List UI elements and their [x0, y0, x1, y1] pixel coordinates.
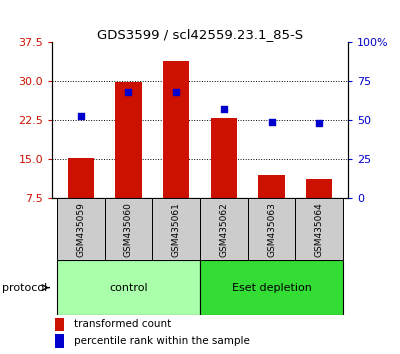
Point [125, 90, 132, 95]
Point [221, 107, 227, 112]
Bar [211, 118, 237, 198]
Text: transformed count: transformed count [74, 319, 172, 329]
Point [316, 121, 322, 126]
Text: GSM435062: GSM435062 [219, 202, 228, 257]
Bar [68, 158, 94, 198]
Title: GDS3599 / scl42559.23.1_85-S: GDS3599 / scl42559.23.1_85-S [97, 28, 303, 41]
Text: GSM435064: GSM435064 [315, 202, 324, 257]
Bar [55, 318, 64, 331]
Bar [306, 179, 332, 198]
Bar [104, 198, 152, 260]
Bar [55, 334, 64, 348]
Text: GSM435059: GSM435059 [76, 202, 85, 257]
Point [78, 113, 84, 119]
Text: protocol: protocol [2, 282, 47, 293]
Point [268, 119, 275, 125]
Bar [200, 260, 343, 315]
Bar [200, 198, 248, 260]
Bar [57, 198, 104, 260]
Bar [296, 198, 343, 260]
Text: Eset depletion: Eset depletion [232, 282, 312, 293]
Text: percentile rank within the sample: percentile rank within the sample [74, 336, 250, 346]
Text: GSM435063: GSM435063 [267, 202, 276, 257]
Text: GSM435060: GSM435060 [124, 202, 133, 257]
Point [173, 90, 179, 95]
Bar [152, 198, 200, 260]
Bar [115, 82, 142, 198]
Bar [163, 61, 189, 198]
Bar [57, 260, 200, 315]
Bar [248, 198, 296, 260]
Bar [258, 175, 285, 198]
Text: GSM435061: GSM435061 [172, 202, 181, 257]
Text: control: control [109, 282, 148, 293]
